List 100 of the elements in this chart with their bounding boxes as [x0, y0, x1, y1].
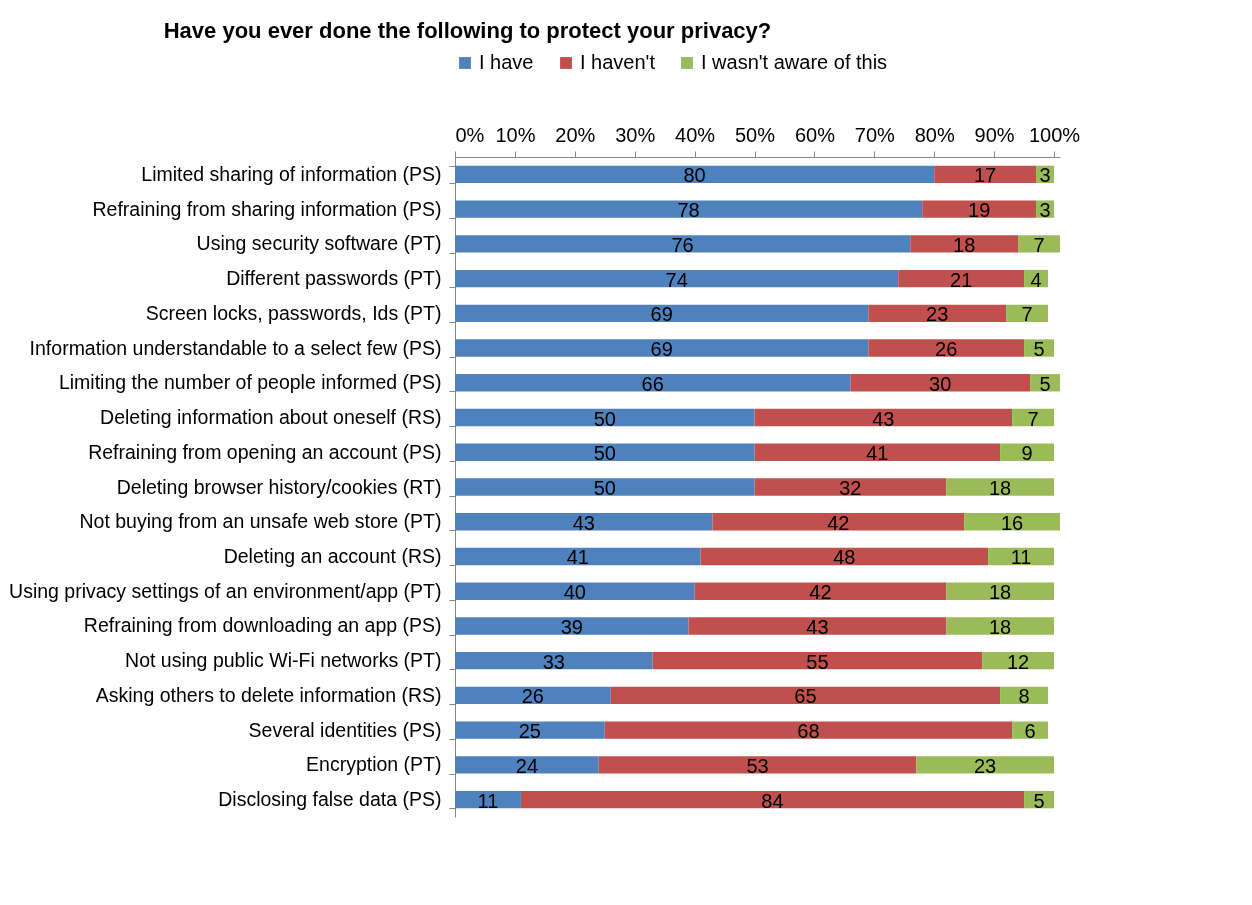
bar	[455, 617, 689, 635]
bar	[520, 790, 1025, 809]
data-label: 84	[761, 789, 784, 812]
bar	[1018, 235, 1060, 253]
x-tick-label: 20%	[555, 123, 596, 146]
y-tick-label: Deleting information about oneself (RS)	[100, 406, 442, 429]
bar	[455, 547, 701, 566]
y-tick-label: Limiting the number of people informed (PS)	[58, 371, 442, 394]
data-label: 21	[950, 268, 973, 291]
data-label: 12	[1006, 650, 1030, 673]
data-label: 8	[1018, 685, 1030, 708]
bar	[652, 652, 983, 670]
legend-label: I haven't	[580, 51, 656, 73]
data-label: 30	[929, 372, 952, 395]
data-label: 24	[515, 754, 539, 777]
y-tick-label: Asking others to delete information (RS)	[95, 683, 442, 706]
data-label: 76	[671, 233, 694, 256]
bar	[898, 269, 1025, 288]
bar	[455, 652, 653, 670]
chart-title: Have you ever done the following to protect your privacy?	[163, 18, 772, 43]
data-label: 23	[926, 303, 949, 326]
bar	[688, 617, 947, 635]
data-label: 41	[866, 442, 889, 465]
bar	[455, 339, 869, 357]
y-tick-label: Information understandable to a select few (PS)	[29, 336, 442, 359]
data-label: 78	[677, 199, 700, 222]
bar	[455, 443, 755, 461]
bar	[455, 304, 869, 322]
bar	[1012, 408, 1055, 427]
x-tick-label: 60%	[794, 123, 836, 146]
data-label: 7	[1027, 407, 1039, 430]
data-label: 23	[974, 754, 997, 777]
data-label: 32	[839, 477, 862, 499]
data-label: 50	[593, 442, 616, 465]
y-tick-label: Refraining from sharing information (PS)	[92, 197, 442, 220]
data-label: 6	[1024, 720, 1036, 743]
bar	[946, 478, 1055, 496]
data-label: 18	[988, 581, 1012, 604]
data-label: 50	[593, 477, 616, 499]
y-tick-label: Limited sharing of information (PS)	[141, 162, 442, 185]
bar	[1006, 304, 1049, 322]
bar	[455, 756, 599, 774]
data-label: 7	[1033, 233, 1045, 256]
data-label: 19	[968, 199, 991, 222]
bar	[455, 200, 923, 218]
data-label: 3	[1039, 164, 1051, 187]
data-label: 18	[953, 233, 976, 256]
data-label: 5	[1039, 372, 1051, 395]
bar	[455, 165, 935, 184]
data-label: 9	[1021, 442, 1033, 465]
data-label: 16	[1000, 511, 1024, 534]
y-tick-label: Refraining from downloading an app (PS)	[83, 614, 442, 637]
y-tick-label: Encryption (PT)	[306, 753, 442, 776]
y-tick-label: Using privacy settings of an environment/app (PT)	[9, 579, 442, 602]
data-label: 17	[974, 164, 997, 187]
data-label: 69	[650, 338, 673, 361]
data-label: 26	[935, 338, 958, 361]
data-label: 3	[1039, 199, 1051, 222]
data-label: 40	[563, 581, 586, 604]
bar	[694, 582, 947, 600]
bar	[604, 721, 1013, 739]
data-label: 39	[560, 615, 583, 638]
y-tick-label: Not buying from an unsafe web store (PT)	[79, 510, 442, 533]
bar	[610, 686, 1001, 705]
x-tick-label: 80%	[914, 123, 955, 146]
x-tick-label: 70%	[854, 123, 896, 146]
data-label: 53	[746, 754, 769, 777]
bar	[455, 686, 611, 705]
data-label: 33	[542, 650, 565, 673]
bar	[922, 200, 1037, 218]
data-label: 5	[1033, 338, 1045, 361]
data-label: 25	[518, 720, 541, 743]
bar	[712, 513, 965, 531]
data-label: 5	[1033, 789, 1045, 812]
data-label: 11	[477, 789, 499, 812]
data-label: 74	[665, 268, 688, 291]
bar	[455, 513, 713, 531]
bar	[934, 165, 1037, 184]
x-tick-label: 100%	[1028, 123, 1081, 146]
data-label: 18	[988, 477, 1012, 499]
y-tick-label: Disclosing false data (PS)	[218, 788, 442, 811]
bar	[455, 582, 695, 600]
legend-label: I wasn't aware of this	[701, 51, 888, 73]
data-label: 11	[1010, 546, 1032, 569]
bar	[598, 756, 917, 774]
data-label: 43	[872, 407, 895, 430]
bar	[754, 478, 947, 496]
data-label: 4	[1030, 268, 1042, 291]
y-tick-label: Deleting an account (RS)	[223, 544, 442, 567]
data-label: 80	[683, 164, 706, 187]
bar	[910, 235, 1019, 253]
data-label: 42	[809, 581, 832, 604]
data-label: 66	[641, 372, 664, 395]
data-label: 41	[566, 546, 589, 569]
data-label: 7	[1021, 303, 1033, 326]
x-tick-label: 10%	[495, 123, 536, 146]
x-tick-label: 50%	[734, 123, 776, 146]
y-tick-label: Not using public Wi-Fi networks (PT)	[125, 649, 442, 672]
data-label: 50	[593, 407, 616, 430]
x-tick-label: 90%	[974, 123, 1015, 146]
